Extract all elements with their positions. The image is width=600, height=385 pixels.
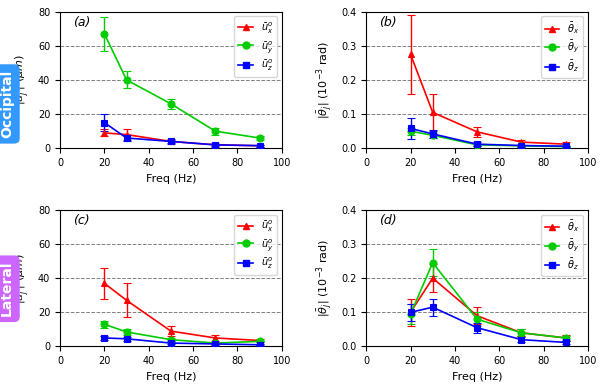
Y-axis label: $|\bar{\theta}_j|$ ($10^{-3}$ rad): $|\bar{\theta}_j|$ ($10^{-3}$ rad) [315,239,335,317]
Legend: $\bar{\theta}_x$, $\bar{\theta}_y$, $\bar{\theta}_z$: $\bar{\theta}_x$, $\bar{\theta}_y$, $\ba… [541,17,583,78]
Y-axis label: $|\bar{u}_j^o|$ ($\mu m$): $|\bar{u}_j^o|$ ($\mu m$) [13,253,32,304]
Legend: $\bar{\theta}_x$, $\bar{\theta}_y$, $\bar{\theta}_z$: $\bar{\theta}_x$, $\bar{\theta}_y$, $\ba… [541,215,583,276]
X-axis label: Freq (Hz): Freq (Hz) [146,372,196,382]
Text: Occipital: Occipital [0,70,14,138]
X-axis label: Freq (Hz): Freq (Hz) [452,174,502,184]
Legend: $\bar{u}_x^o$, $\bar{u}_y^o$, $\bar{u}_z^o$: $\bar{u}_x^o$, $\bar{u}_y^o$, $\bar{u}_z… [235,215,277,275]
Text: (c): (c) [73,214,90,227]
Text: (b): (b) [379,16,397,28]
Y-axis label: $|\bar{\theta}_j|$ ($10^{-3}$ rad): $|\bar{\theta}_j|$ ($10^{-3}$ rad) [315,41,335,119]
Text: Lateral: Lateral [0,261,14,316]
X-axis label: Freq (Hz): Freq (Hz) [146,174,196,184]
Text: (d): (d) [379,214,397,227]
X-axis label: Freq (Hz): Freq (Hz) [452,372,502,382]
Y-axis label: $|\bar{u}_j^o|$ ($\mu m$): $|\bar{u}_j^o|$ ($\mu m$) [13,54,32,105]
Legend: $\bar{u}_x^o$, $\bar{u}_y^o$, $\bar{u}_z^o$: $\bar{u}_x^o$, $\bar{u}_y^o$, $\bar{u}_z… [235,17,277,77]
Text: (a): (a) [73,16,91,28]
